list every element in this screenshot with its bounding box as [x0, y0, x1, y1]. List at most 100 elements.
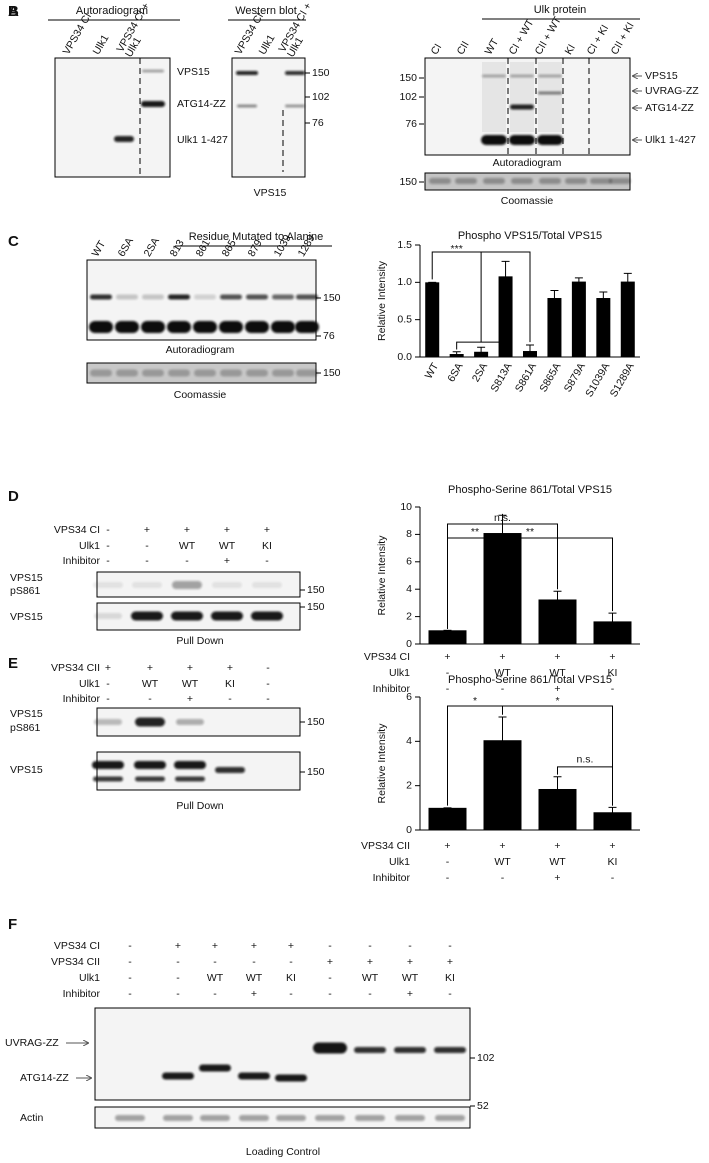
condition-value: + [447, 956, 453, 968]
condition-value: + [554, 840, 560, 852]
error-bar [553, 776, 562, 802]
condition-value: + [554, 872, 560, 884]
y-tick-label: 0 [406, 638, 412, 650]
condition-value: - [128, 988, 132, 1000]
y-axis-label: Relative Intensity [376, 260, 388, 341]
band [211, 611, 243, 621]
blot-label: VPS15 [10, 572, 43, 584]
condition-value: + [224, 555, 230, 567]
blot-label: pS861 [10, 585, 41, 597]
band [116, 369, 138, 377]
condition-value: - [289, 988, 293, 1000]
error-bar [608, 806, 617, 818]
condition-value: - [446, 667, 450, 679]
bar [571, 281, 586, 357]
size-marker: 102 [477, 1052, 495, 1064]
band [296, 294, 318, 300]
x-tick-label: WT [423, 360, 442, 381]
blot-label: VPS15 [10, 708, 43, 720]
y-tick-label: 1.5 [397, 239, 412, 251]
band [220, 369, 242, 377]
size-marker: 76 [323, 330, 335, 342]
bar [425, 282, 440, 357]
band [434, 1047, 466, 1053]
condition-value: + [554, 683, 560, 695]
blot-label: pS861 [10, 722, 41, 734]
band [93, 582, 123, 588]
condition-value: - [368, 940, 372, 952]
band [171, 611, 203, 621]
significance-bracket [447, 705, 613, 806]
blot-caption: Coomassie [501, 195, 554, 207]
condition-value: - [611, 683, 615, 695]
condition-value: + [175, 940, 181, 952]
x-tick-label: S865A [537, 361, 563, 394]
panel-letter: F [8, 916, 17, 933]
band [200, 1115, 230, 1121]
condition-value: - [228, 693, 232, 705]
panel-letter: C [8, 233, 19, 250]
size-marker: 150 [323, 292, 341, 304]
bar [593, 812, 632, 830]
band [174, 761, 206, 769]
condition-value: + [407, 956, 413, 968]
band [275, 1074, 307, 1082]
condition-value: - [128, 956, 132, 968]
condition-value: + [609, 840, 615, 852]
condition-value: + [499, 840, 505, 852]
condition-value: KI [608, 667, 618, 679]
lane-label: 2SA [142, 236, 162, 259]
condition-label: Ulk1 [389, 667, 410, 679]
condition-value: + [184, 524, 190, 536]
condition-value: - [448, 988, 452, 1000]
condition-value: - [446, 872, 450, 884]
x-tick-label: S1289A [608, 361, 637, 399]
band [239, 1115, 269, 1121]
condition-label: VPS34 CI [54, 524, 100, 536]
condition-value: - [128, 972, 132, 984]
size-marker: 150 [307, 716, 325, 728]
band-label: VPS15 [645, 70, 678, 82]
band [236, 71, 258, 75]
condition-value: - [176, 972, 180, 984]
y-tick-label: 2 [406, 610, 412, 622]
band [176, 719, 204, 725]
blot [54, 57, 171, 178]
blot [94, 1007, 471, 1101]
size-marker: 150 [307, 766, 325, 778]
band-label: Ulk1 1-427 [645, 134, 696, 146]
condition-value: - [185, 555, 189, 567]
condition-value: + [554, 651, 560, 663]
band [252, 582, 282, 588]
error-bar [501, 260, 510, 292]
condition-value: + [264, 524, 270, 536]
band [355, 1115, 385, 1121]
condition-label: Inhibitor [373, 683, 411, 695]
error-bar [526, 344, 534, 357]
blot-label: VPS15 [10, 611, 43, 623]
condition-value: - [289, 956, 293, 968]
band [175, 776, 205, 782]
band [354, 1047, 386, 1053]
condition-label: Inhibitor [373, 872, 411, 884]
condition-value: - [213, 988, 217, 1000]
smear [482, 62, 506, 132]
band-label: ATG14-ZZ [177, 98, 226, 110]
blot-header: Ulk protein [534, 4, 587, 16]
condition-value: - [106, 678, 110, 690]
band [168, 294, 190, 300]
band [483, 178, 505, 184]
band [272, 294, 294, 300]
error-bar [498, 716, 507, 764]
annotation: * [555, 695, 559, 707]
condition-label: Ulk1 [79, 540, 100, 552]
band [538, 74, 562, 78]
condition-label: VPS34 CII [51, 662, 100, 674]
condition-value: - [265, 555, 269, 567]
band [296, 369, 318, 377]
condition-value: + [407, 988, 413, 1000]
blot-caption: Loading Control [246, 1146, 320, 1158]
annotation: * [473, 695, 477, 707]
band [482, 74, 506, 78]
band [455, 178, 477, 184]
